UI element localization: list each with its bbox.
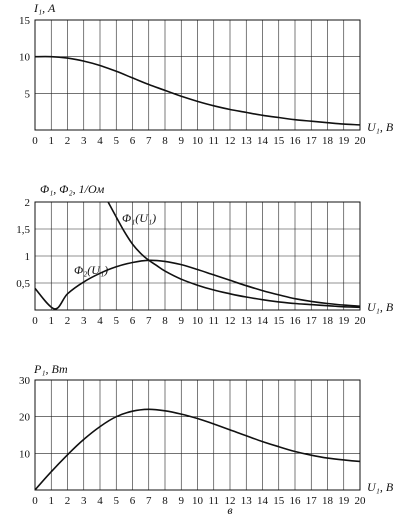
x-tick-label: 0: [32, 315, 38, 327]
x-tick-label: 3: [81, 315, 87, 327]
chart-current: 0 1 2 3 4 5 6 7 8 9 10 11 12 13 14 15 16 17 18 19 2051015I₁,…: [19, 1, 394, 147]
x-tick-label: 0: [32, 135, 38, 147]
x-tick-label: 3: [81, 135, 87, 147]
x-tick-label: 2: [65, 135, 71, 147]
x-tick-label: 4: [97, 495, 103, 507]
x-tick-label: 1: [49, 495, 55, 507]
x-tick-label: 19: [338, 315, 350, 327]
chart-power: 0 1 2 3 4 5 6 7 8 9 10 11 12 13 14 15 16 17 18 19 20102030P₁…: [19, 362, 394, 507]
x-tick-label: 10: [192, 495, 204, 507]
x-tick-label: 3: [81, 495, 87, 507]
y-tick-label: 5: [25, 88, 31, 100]
x-tick-label: 5: [114, 135, 120, 147]
x-tick-label: 12: [225, 135, 236, 147]
y-tick-label: 20: [19, 412, 31, 424]
plot-frame: [34, 201, 361, 311]
x-tick-label: 7: [146, 495, 152, 507]
x-tick-label: 10: [192, 315, 204, 327]
x-tick-label: 20: [355, 315, 367, 327]
series-label-1: Φ₂(U₁): [74, 263, 108, 277]
x-tick-label: 16: [290, 315, 302, 327]
y-tick-label: 30: [19, 375, 31, 387]
x-tick-label: 14: [257, 495, 269, 507]
series-label-0: Φ₁(U₁): [122, 211, 156, 225]
x-tick-label: 5: [114, 315, 120, 327]
x-tick-label: 2: [65, 315, 71, 327]
x-axis-label: U₁, B: [367, 480, 394, 494]
x-tick-label: 20: [355, 495, 367, 507]
x-tick-label: 13: [241, 495, 253, 507]
x-tick-label: 7: [146, 135, 152, 147]
x-tick-label: 18: [322, 135, 334, 147]
y-axis-label: I₁, A: [33, 1, 56, 15]
x-tick-label: 2: [65, 495, 71, 507]
series-line-0: [107, 201, 361, 309]
series-line-0: [34, 55, 361, 126]
x-tick-label: 15: [273, 135, 285, 147]
x-tick-label: 19: [338, 135, 350, 147]
x-tick-label: 16: [290, 495, 302, 507]
x-tick-label: 9: [179, 315, 185, 327]
series-line-0: [34, 408, 361, 491]
x-tick-label: 11: [208, 315, 219, 327]
x-tick-label: 20: [355, 135, 367, 147]
x-tick-label: 4: [97, 135, 103, 147]
x-tick-label: 11: [208, 135, 219, 147]
plot-frame: [34, 19, 361, 131]
x-tick-label: 1: [49, 135, 55, 147]
y-tick-label: 10: [19, 448, 31, 460]
y-tick-label: 10: [19, 52, 31, 64]
x-tick-label: 15: [273, 495, 285, 507]
x-tick-label: 8: [162, 495, 168, 507]
x-tick-label: 16: [290, 135, 302, 147]
x-tick-label: 8: [162, 315, 168, 327]
y-tick-label: 0,5: [16, 278, 30, 290]
y-axis-label: Φ₁, Φ₂, 1/Ом: [40, 182, 105, 196]
y-tick-label: 1,5: [16, 224, 30, 236]
plot-frame: [34, 379, 361, 491]
x-tick-label: 9: [179, 135, 185, 147]
y-tick-label: 1: [25, 251, 31, 263]
x-tick-label: 18: [322, 315, 334, 327]
x-tick-label: 14: [257, 315, 269, 327]
x-axis-label: U₁, B: [367, 120, 394, 134]
x-tick-label: 6: [130, 315, 136, 327]
x-tick-label: 17: [306, 315, 318, 327]
chart-conductance: 0 1 2 3 4 5 6 7 8 9 10 11 12 13 14 15 16 17 18 19 200,511,52…: [16, 182, 394, 327]
x-tick-label: 18: [322, 495, 334, 507]
x-tick-label: 19: [338, 495, 350, 507]
x-tick-label: 11: [208, 495, 219, 507]
x-tick-label: 6: [130, 135, 136, 147]
x-tick-label: 12: [225, 495, 236, 507]
series-line-1: [34, 259, 361, 310]
x-tick-label: 1: [49, 315, 55, 327]
x-tick-label: 9: [179, 495, 185, 507]
x-tick-label: 8: [162, 135, 168, 147]
y-tick-label: 15: [19, 15, 31, 27]
x-tick-label: 17: [306, 135, 318, 147]
y-axis-label: P₁, Вт: [33, 362, 68, 376]
x-tick-label: 15: [273, 315, 285, 327]
x-tick-label: 6: [130, 495, 136, 507]
x-tick-label: 17: [306, 495, 318, 507]
x-axis-label: U₁, B: [367, 300, 394, 314]
x-tick-label: 13: [241, 315, 253, 327]
x-tick-label: 7: [146, 315, 152, 327]
x-tick-label: 14: [257, 135, 269, 147]
x-tick-label: 13: [241, 135, 253, 147]
x-tick-label: 0: [32, 495, 38, 507]
x-tick-label: 5: [114, 495, 120, 507]
x-tick-label: 4: [97, 315, 103, 327]
figure-caption: в: [227, 503, 232, 517]
x-tick-label: 12: [225, 315, 236, 327]
y-tick-label: 2: [25, 197, 31, 209]
x-tick-label: 10: [192, 135, 204, 147]
